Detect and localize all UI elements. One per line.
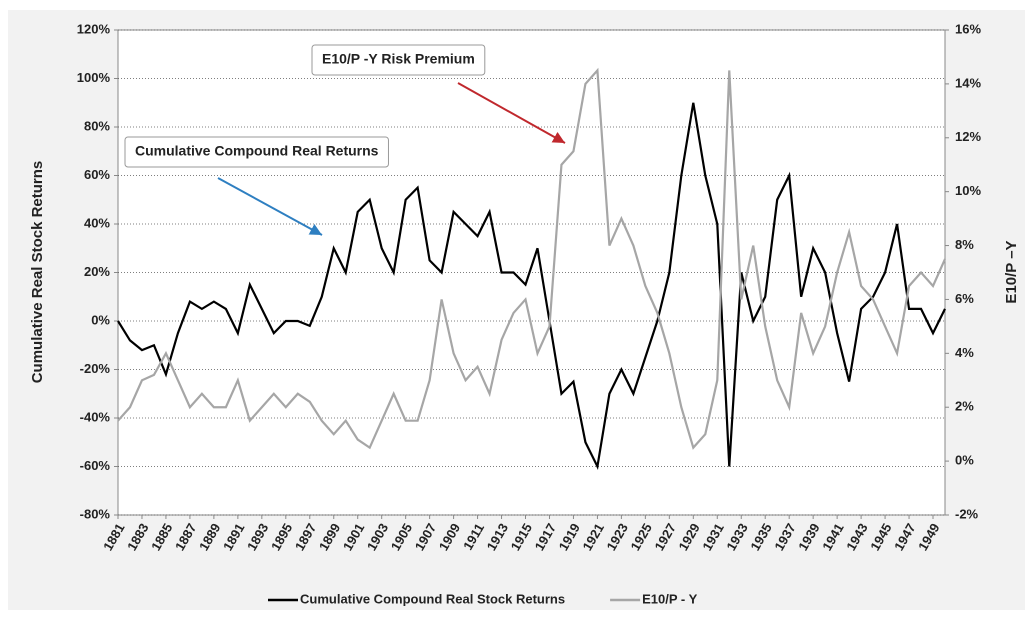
y2-tick-label: 8% [955,237,974,252]
y2-tick-label: 2% [955,399,974,414]
y-tick-label: 20% [84,264,110,279]
annotation-arrow [457,82,566,144]
y2-tick-label: 0% [955,453,974,468]
y-tick-label: 60% [84,167,110,182]
series-line [117,102,946,471]
y-tick-label: -40% [80,409,111,424]
annotation-text: Cumulative Compound Real Returns [135,143,379,159]
y2-tick-label: 6% [955,291,974,306]
y2-tick-label: 16% [955,21,981,36]
y2-tick-label: 4% [955,345,974,360]
annotation-arrow [217,177,323,236]
annotation-box [311,44,486,76]
legend-label: Cumulative Compound Real Stock Returns [300,591,565,606]
y2-tick-label: 14% [955,75,981,90]
y2-tick-label: 10% [955,183,981,198]
y2-axis-label: E10/P –Y [1003,240,1020,303]
y-tick-label: -20% [80,361,111,376]
legend-label: E10/P - Y [642,591,697,606]
y2-tick-label: 12% [955,129,981,144]
y-tick-label: 120% [77,21,111,36]
y-tick-label: 80% [84,118,110,133]
y-tick-label: 0% [91,312,110,327]
y-tick-label: 100% [77,70,111,85]
y2-tick-label: -2% [955,506,979,521]
y-tick-label: -60% [80,458,111,473]
y-tick-label: -80% [80,506,111,521]
series-line [117,67,947,450]
annotation-box [124,136,389,168]
y-axis-label: Cumulative Real Stock Returns [29,161,46,384]
annotation-text: E10/P -Y Risk Premium [322,51,475,67]
y-tick-label: 40% [84,215,110,230]
